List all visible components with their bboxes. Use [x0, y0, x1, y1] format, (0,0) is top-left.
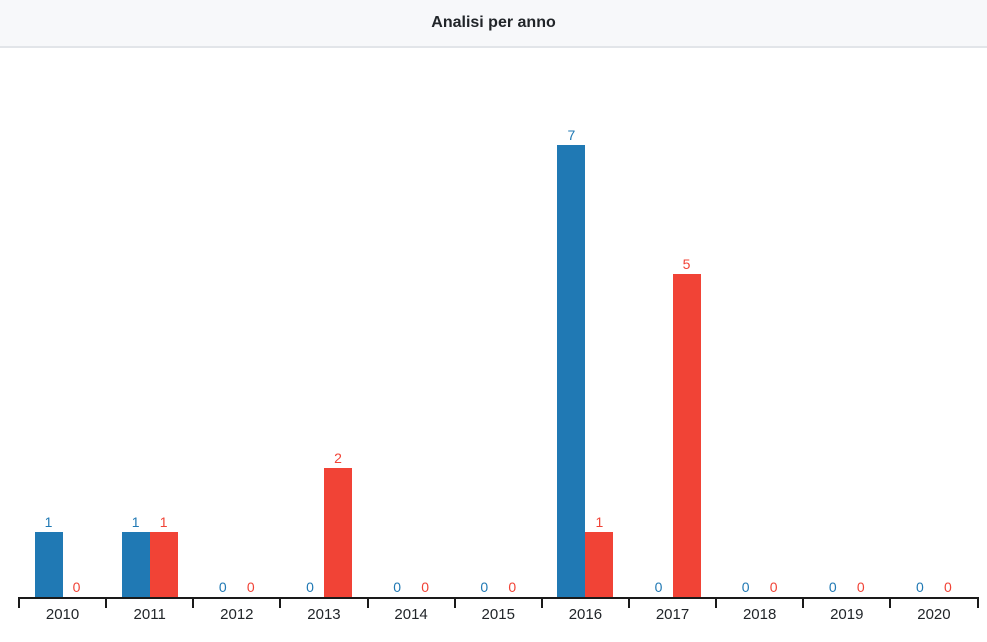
value-label-red-2020: 0 — [944, 579, 952, 595]
x-axis-label-2010: 2010 — [45, 606, 80, 623]
value-label-blue-2016: 7 — [567, 127, 576, 143]
value-label-blue-2013: 0 — [306, 579, 314, 595]
chart-header: Analisi per anno — [0, 0, 987, 48]
bar-red-2013[interactable] — [323, 468, 352, 597]
value-label-red-2015: 0 — [508, 579, 517, 595]
x-axis-tick — [540, 597, 543, 608]
value-label-red-2012: 0 — [246, 579, 255, 595]
x-axis-label-2017: 2017 — [655, 606, 690, 623]
value-label-red-2019: 0 — [856, 579, 865, 595]
value-label-blue-2011: 1 — [131, 514, 140, 530]
value-label-blue-2019: 0 — [828, 579, 837, 595]
x-axis-tick — [889, 597, 892, 608]
x-axis-tick — [279, 597, 282, 608]
value-label-blue-2018: 0 — [741, 579, 750, 595]
x-axis-label-2020: 2020 — [917, 606, 951, 623]
x-axis-tick — [627, 597, 630, 608]
value-label-blue-2014: 0 — [393, 579, 401, 595]
x-axis-tick — [192, 597, 195, 608]
x-axis-label-2015: 2015 — [481, 606, 515, 623]
bar-blue-2011[interactable] — [121, 532, 150, 597]
chart-title: Analisi per anno — [431, 14, 556, 31]
x-axis-line — [19, 597, 978, 599]
value-label-red-2013: 2 — [334, 450, 342, 466]
x-axis-tick — [105, 597, 108, 608]
x-axis-tick — [366, 597, 369, 608]
value-label-blue-2020: 0 — [916, 579, 924, 595]
value-label-blue-2015: 0 — [480, 579, 489, 595]
bar-blue-2010[interactable] — [34, 532, 63, 597]
x-axis-label-2012: 2012 — [220, 606, 254, 623]
bar-red-2016[interactable] — [585, 532, 614, 597]
x-axis-label-2011: 2011 — [133, 606, 166, 623]
x-axis-tick — [715, 597, 718, 608]
x-axis-tick — [18, 597, 20, 608]
x-axis-tick — [976, 597, 979, 608]
x-axis-label-2019: 2019 — [830, 606, 864, 623]
value-label-red-2017: 5 — [682, 256, 691, 272]
value-label-red-2010: 0 — [72, 579, 81, 595]
x-axis-label-2018: 2018 — [742, 606, 777, 623]
x-axis-tick — [802, 597, 805, 608]
value-label-red-2016: 1 — [595, 514, 604, 530]
value-label-red-2018: 0 — [769, 579, 778, 595]
bar-red-2017[interactable] — [672, 274, 701, 597]
value-label-blue-2012: 0 — [218, 579, 227, 595]
x-axis-label-2016: 2016 — [568, 606, 603, 623]
bar-blue-2016[interactable] — [557, 145, 586, 597]
value-label-blue-2017: 0 — [654, 579, 663, 595]
x-axis-tick — [453, 597, 456, 608]
x-axis-label-2013: 2013 — [307, 606, 341, 623]
value-label-red-2011: 1 — [159, 514, 168, 530]
value-label-blue-2010: 1 — [44, 514, 53, 530]
x-axis-label-2014: 2014 — [394, 606, 428, 623]
value-label-red-2014: 0 — [421, 579, 429, 595]
bar-red-2011[interactable] — [149, 532, 178, 597]
